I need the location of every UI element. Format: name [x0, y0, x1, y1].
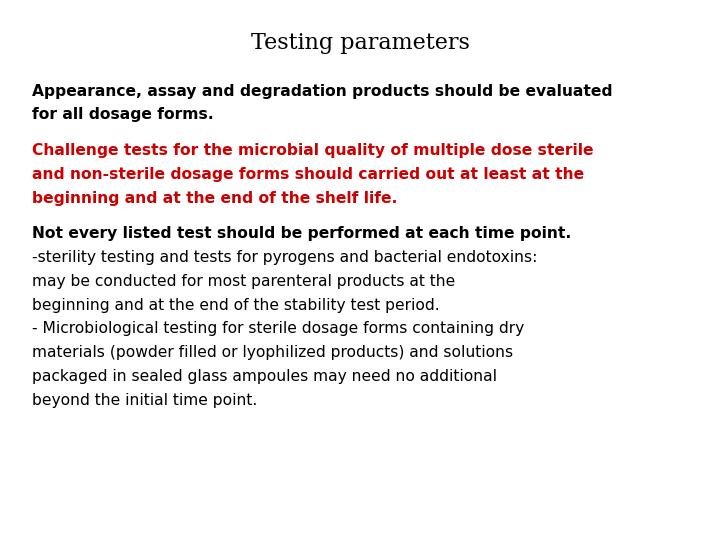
Text: beginning and at the end of the shelf life.: beginning and at the end of the shelf li… — [32, 191, 398, 206]
Text: for all dosage forms.: for all dosage forms. — [32, 107, 214, 123]
Text: - Microbiological testing for sterile dosage forms containing dry: - Microbiological testing for sterile do… — [32, 321, 525, 336]
Text: beyond the initial time point.: beyond the initial time point. — [32, 393, 258, 408]
Text: may be conducted for most parenteral products at the: may be conducted for most parenteral pro… — [32, 274, 456, 289]
Text: Testing parameters: Testing parameters — [251, 32, 469, 55]
Text: Not every listed test should be performed at each time point.: Not every listed test should be performe… — [32, 226, 572, 241]
Text: Appearance, assay and degradation products should be evaluated: Appearance, assay and degradation produc… — [32, 84, 613, 99]
Text: materials (powder filled or lyophilized products) and solutions: materials (powder filled or lyophilized … — [32, 345, 513, 360]
Text: and non-sterile dosage forms should carried out at least at the: and non-sterile dosage forms should carr… — [32, 167, 585, 182]
Text: beginning and at the end of the stability test period.: beginning and at the end of the stabilit… — [32, 298, 440, 313]
Text: packaged in sealed glass ampoules may need no additional: packaged in sealed glass ampoules may ne… — [32, 369, 498, 384]
Text: Challenge tests for the microbial quality of multiple dose sterile: Challenge tests for the microbial qualit… — [32, 143, 594, 158]
Text: -sterility testing and tests for pyrogens and bacterial endotoxins:: -sterility testing and tests for pyrogen… — [32, 250, 538, 265]
